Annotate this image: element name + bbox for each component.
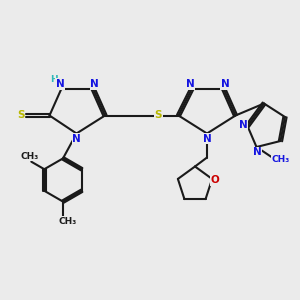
Text: N: N	[56, 79, 64, 89]
Text: CH₃: CH₃	[58, 217, 76, 226]
Text: N: N	[253, 147, 262, 158]
Text: O: O	[210, 176, 219, 185]
Text: N: N	[238, 119, 247, 130]
Text: CH₃: CH₃	[21, 152, 39, 161]
Text: CH₃: CH₃	[272, 154, 290, 164]
Text: S: S	[17, 110, 25, 121]
Text: N: N	[202, 134, 211, 144]
Text: N: N	[90, 79, 99, 89]
Text: N: N	[72, 134, 81, 144]
Text: N: N	[186, 79, 195, 89]
Text: H: H	[50, 75, 58, 84]
Text: N: N	[220, 79, 230, 89]
Text: S: S	[155, 110, 162, 121]
